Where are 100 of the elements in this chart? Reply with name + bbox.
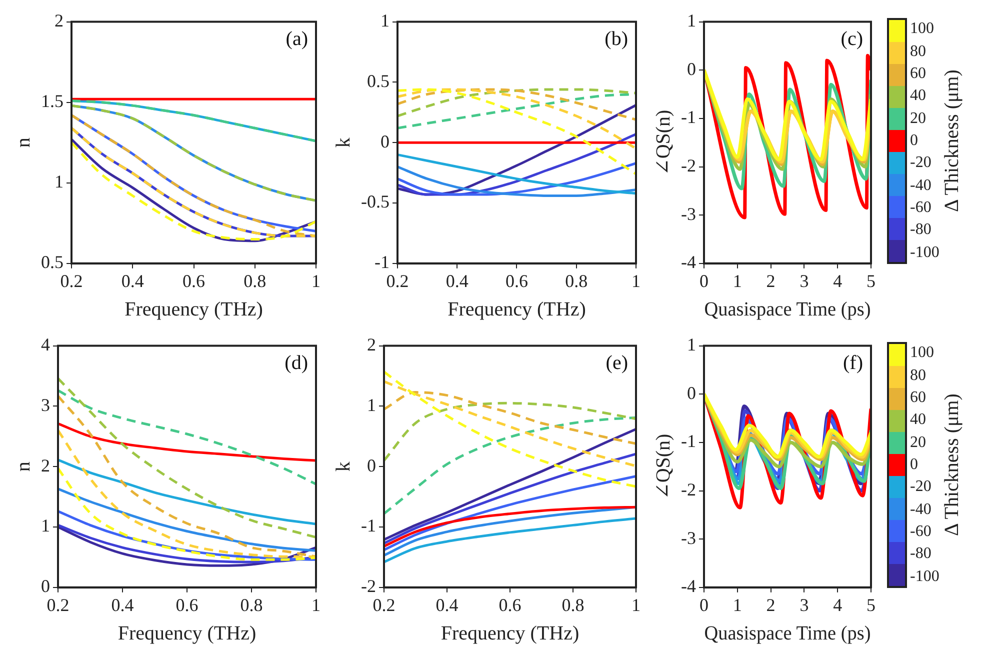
y-axis-title: k	[332, 462, 354, 472]
x-tick-label: 1	[312, 270, 320, 291]
y-tick-label: 0	[41, 576, 50, 596]
x-tick-label: 5	[866, 270, 876, 291]
y-tick-label: 1	[366, 394, 376, 415]
x-axis-title: Frequency (THz)	[124, 298, 263, 320]
x-tick-label: 1	[632, 594, 640, 615]
legend-label: -100	[910, 242, 940, 263]
y-tick-label: -1	[680, 431, 696, 452]
x-tick-label: 2	[766, 270, 776, 291]
annotation: (c)	[840, 28, 863, 50]
y-axis-title: ∠QS(n)	[652, 434, 674, 500]
legend-label: 80	[910, 366, 927, 386]
y-axis-title: k	[332, 138, 354, 148]
annotation: (b)	[604, 28, 628, 50]
legend-label: 80	[910, 42, 927, 62]
y-tick-label: 1	[380, 10, 390, 31]
legend-label: 0	[910, 454, 919, 475]
x-axis-title: Frequency (THz)	[448, 298, 586, 320]
legend-label: 60	[910, 64, 927, 84]
legend-label: -80	[910, 544, 932, 564]
y-tick-label: -2	[680, 155, 696, 176]
x-tick-label: 4	[833, 270, 842, 291]
y-tick-label: -0.5	[360, 192, 390, 212]
legend-label: -60	[910, 522, 932, 542]
y-axis-title: n	[12, 462, 34, 472]
x-tick-label: 0.8	[244, 270, 266, 291]
x-tick-label: 0.8	[240, 594, 263, 615]
annotation: (e)	[606, 352, 628, 374]
x-tick-label: 0.6	[498, 594, 522, 615]
y-tick-label: -2	[680, 479, 696, 500]
y-tick-label: 2	[54, 10, 64, 31]
x-tick-label: 1	[732, 270, 742, 291]
x-tick-label: 0.6	[182, 270, 205, 291]
y-tick-label: 3	[41, 394, 50, 415]
x-tick-label: 0	[699, 270, 708, 291]
x-tick-label: 3	[800, 594, 809, 615]
x-axis-title: Frequency (THz)	[118, 622, 256, 644]
x-tick-label: 2	[766, 594, 776, 615]
y-tick-label: 4	[41, 334, 50, 355]
y-tick-label: -3	[680, 528, 696, 548]
legend-label: -20	[910, 477, 932, 498]
legend-title: Δ Thickness (μm)	[941, 392, 964, 538]
legend-label: -60	[910, 198, 932, 218]
legend-label: 40	[910, 86, 927, 106]
y-tick-label: 2	[41, 455, 50, 476]
legend-label: 60	[910, 388, 927, 408]
y-tick-label: 1.5	[41, 91, 64, 112]
y-axis-title: ∠QS(n)	[652, 110, 674, 176]
x-tick-label: 0.4	[436, 594, 458, 615]
x-tick-label: 1	[732, 594, 742, 615]
y-tick-label: -1	[360, 516, 376, 536]
y-tick-label: 0	[686, 382, 696, 403]
y-tick-label: 0.5	[41, 252, 64, 272]
x-tick-label: 0	[699, 594, 708, 615]
legend-label: 40	[910, 410, 927, 430]
x-tick-label: 0.4	[111, 594, 134, 615]
y-tick-label: -4	[680, 252, 696, 272]
y-tick-label: 0	[686, 58, 696, 79]
y-tick-label: -3	[680, 204, 696, 224]
x-tick-label: 3	[800, 270, 809, 291]
annotation: (d)	[284, 352, 308, 374]
x-tick-label: 0.2	[60, 270, 83, 291]
x-tick-label: 0.8	[565, 270, 588, 291]
x-tick-label: 5	[866, 594, 876, 615]
x-axis-title: Quasispace Time (ps)	[704, 298, 871, 320]
legend-title: Δ Thickness (μm)	[941, 68, 964, 214]
y-tick-label: 0	[380, 131, 390, 152]
y-tick-label: 1	[686, 10, 696, 31]
x-tick-label: 0.6	[505, 270, 528, 291]
x-axis-title: Frequency (THz)	[440, 622, 580, 644]
y-tick-label: 0	[366, 455, 376, 476]
annotation: (a)	[286, 28, 308, 50]
y-tick-label: 1	[54, 172, 64, 192]
x-tick-label: 0.4	[121, 270, 144, 291]
x-tick-label: 4	[833, 594, 842, 615]
y-axis-title: n	[12, 138, 34, 148]
annotation: (f)	[843, 352, 863, 374]
x-tick-label: 1	[312, 594, 320, 615]
y-tick-label: -4	[680, 576, 696, 596]
y-tick-label: 0.5	[366, 70, 390, 91]
legend-label: -100	[910, 566, 940, 587]
legend-label: -40	[910, 500, 932, 520]
legend-label: 0	[910, 130, 919, 151]
x-tick-label: 0.4	[446, 270, 468, 291]
legend-label: 20	[910, 108, 927, 129]
y-tick-label: 1	[686, 334, 696, 355]
legend-label: -40	[910, 176, 932, 196]
legend-label: -20	[910, 153, 932, 174]
x-axis-title: Quasispace Time (ps)	[704, 622, 871, 644]
x-tick-label: 0.8	[562, 594, 584, 615]
x-tick-label: 0.2	[372, 594, 396, 615]
legend-label: -80	[910, 220, 932, 240]
legend-label: 100	[910, 19, 935, 40]
x-tick-label: 0.6	[176, 594, 198, 615]
x-tick-label: 0.2	[46, 594, 70, 615]
y-tick-label: -2	[360, 576, 376, 596]
x-tick-label: 0.2	[386, 270, 409, 291]
y-tick-label: 2	[366, 334, 376, 355]
y-tick-label: -1	[680, 107, 696, 128]
